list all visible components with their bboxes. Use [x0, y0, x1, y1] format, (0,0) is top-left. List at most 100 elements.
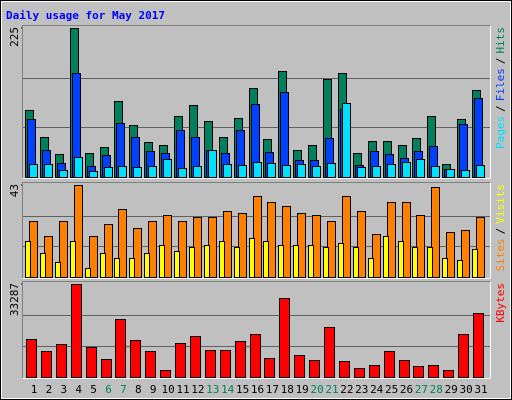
bar: [114, 258, 120, 278]
bar: [323, 247, 329, 278]
bar: [250, 334, 261, 378]
bar: [238, 165, 247, 178]
bar: [383, 236, 389, 278]
x-tick-label: 24: [370, 383, 384, 396]
y-tick-label: 225: [8, 27, 21, 47]
bar: [223, 164, 232, 178]
x-tick-label: 19: [296, 383, 309, 396]
x-tick-label: 16: [251, 383, 264, 396]
bar: [234, 247, 240, 278]
bar: [189, 247, 195, 278]
bar: [205, 350, 216, 378]
bar: [476, 217, 485, 278]
x-tick-label: 12: [191, 383, 204, 396]
bar: [282, 206, 291, 278]
x-tick-label: 14: [221, 383, 235, 396]
bar: [178, 221, 187, 278]
bar: [89, 236, 98, 278]
bar: [428, 365, 439, 378]
bar: [71, 284, 82, 378]
bar: [402, 202, 411, 278]
bar: [100, 253, 106, 278]
bar: [249, 238, 255, 278]
bar: [145, 351, 156, 378]
bar: [339, 361, 350, 378]
x-tick-label: 29: [445, 383, 458, 396]
bar: [308, 245, 314, 278]
bar: [372, 234, 381, 278]
x-tick-label: 31: [474, 383, 487, 396]
bar: [208, 150, 217, 178]
bar: [220, 350, 231, 378]
x-tick-label: 13: [206, 383, 219, 396]
bar: [282, 165, 291, 178]
bar: [427, 247, 433, 278]
x-tick-label: 21: [325, 383, 338, 396]
bar: [175, 343, 186, 378]
legend-entry: Visits: [494, 184, 507, 224]
x-tick-label: 26: [400, 383, 413, 396]
bar: [338, 243, 344, 278]
bar: [190, 336, 201, 378]
bar: [416, 215, 425, 278]
bar: [357, 167, 366, 178]
bar: [178, 168, 187, 178]
bar: [353, 247, 359, 278]
x-tick-label: 18: [281, 383, 294, 396]
bar: [130, 340, 141, 378]
bar: [174, 251, 180, 278]
bar: [294, 355, 305, 378]
legend-separator: /: [494, 58, 507, 65]
x-tick-label: 7: [120, 383, 127, 396]
series-legend: KBytes: [494, 283, 507, 323]
x-tick-label: 10: [161, 383, 174, 396]
bar: [86, 347, 97, 378]
x-tick-label: 17: [266, 383, 279, 396]
bar: [402, 162, 411, 178]
legend-entry: Pages: [494, 116, 507, 149]
x-tick-label: 1: [31, 383, 38, 396]
bar: [40, 253, 46, 278]
bar: [144, 253, 150, 278]
bar: [342, 103, 351, 178]
bar: [280, 92, 289, 178]
bar: [133, 167, 142, 178]
bar: [278, 245, 284, 278]
bar: [412, 247, 418, 278]
x-tick-label: 3: [60, 383, 67, 396]
x-tick-label: 5: [90, 383, 97, 396]
x-tick-label: 20: [310, 383, 323, 396]
bar: [431, 187, 440, 278]
x-tick-label: 22: [340, 383, 353, 396]
bar: [29, 164, 38, 178]
bar: [327, 163, 336, 178]
bar: [342, 196, 351, 278]
y-tick-label: 43: [8, 184, 21, 197]
bar: [70, 241, 76, 278]
bar: [101, 359, 112, 378]
bar: [118, 166, 127, 178]
bar: [148, 221, 157, 278]
bar: [442, 258, 448, 278]
x-tick-label: 9: [150, 383, 157, 396]
bar: [413, 366, 424, 378]
bar: [160, 370, 171, 378]
bar: [416, 159, 425, 178]
bar: [476, 165, 485, 178]
y-tick-label: 33287: [8, 283, 21, 316]
bar: [74, 157, 83, 178]
x-tick-label: 4: [75, 383, 82, 396]
bar: [26, 339, 37, 378]
bar: [204, 245, 210, 278]
x-tick-label: 27: [415, 383, 428, 396]
bar: [193, 166, 202, 178]
bar: [324, 327, 335, 378]
x-tick-label: 28: [430, 383, 443, 396]
x-tick-label: 15: [236, 383, 249, 396]
bar: [399, 360, 410, 378]
bar: [297, 164, 306, 178]
bar: [354, 368, 365, 378]
bar: [74, 185, 83, 278]
bar: [44, 164, 53, 178]
bar: [267, 163, 276, 178]
